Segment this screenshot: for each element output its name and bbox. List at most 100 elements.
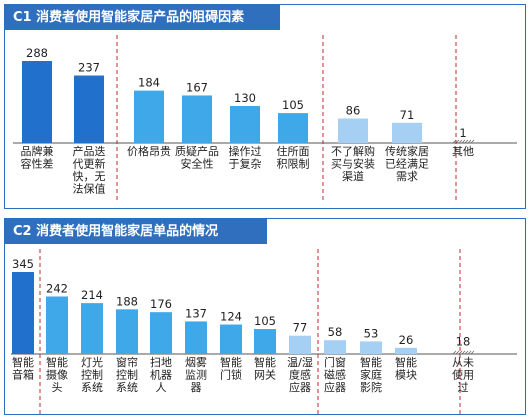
category-label: 烟雾 — [185, 355, 207, 369]
category-label: 头 — [52, 381, 63, 394]
category-label: 磁感 — [324, 369, 346, 382]
category-label: 扫地 — [150, 356, 172, 369]
category-label: 不了解购 — [331, 144, 375, 158]
bar-value-label: 237 — [78, 61, 100, 75]
bar — [254, 329, 276, 354]
category-label: 需求 — [396, 170, 418, 183]
category-label: 机器 — [150, 368, 172, 382]
bar — [81, 303, 103, 354]
category-label: 家庭 — [360, 368, 382, 382]
category-label: 监测 — [185, 369, 207, 382]
barrier-chart-panel: C1 消费者使用智能家居产品的阻碍因素 288 品牌兼 容性差 237 产品迭 代更新 快，… — [4, 4, 526, 209]
bar — [392, 122, 422, 143]
bar — [116, 309, 138, 354]
category-label: 度感 — [289, 368, 311, 382]
category-label: 法保值 — [73, 182, 106, 196]
bar-value-label: 26 — [399, 333, 414, 347]
category-label: 智能 — [46, 355, 68, 369]
bar — [452, 139, 475, 144]
category-label: 容性差 — [21, 157, 54, 171]
category-label: 买与安装 — [331, 157, 375, 171]
bar-value-label: 1 — [459, 126, 466, 140]
category-label: 灯光 — [81, 355, 103, 369]
bar-value-label: 105 — [254, 314, 276, 328]
bar — [230, 105, 260, 143]
bar-value-label: 130 — [234, 91, 256, 105]
category-label: 应器 — [324, 380, 346, 394]
bar — [220, 324, 242, 354]
category-label: 品牌兼 — [21, 144, 54, 158]
bar — [324, 340, 346, 354]
category-label: 智能 — [395, 355, 417, 369]
bar — [150, 312, 172, 354]
category-label: 价格昂贵 — [127, 144, 171, 158]
bar — [395, 347, 417, 354]
usage-chart-title: C2 消费者使用智能家居单品的情况 — [5, 219, 267, 244]
bar — [338, 118, 368, 143]
category-label: 安全性 — [181, 157, 214, 171]
category-label: 系统 — [81, 381, 103, 394]
category-label: 从未 — [452, 356, 474, 369]
category-label: 住所面 — [277, 144, 310, 158]
category-label: 智能 — [220, 355, 242, 369]
bar-value-label: 124 — [220, 310, 242, 324]
category-label: 控制 — [81, 368, 103, 382]
bar-value-label: 137 — [185, 306, 207, 320]
bar-value-label: 18 — [456, 335, 471, 349]
category-label: 人 — [156, 381, 167, 394]
category-label: 智能 — [254, 355, 276, 369]
category-label: 模块 — [395, 369, 417, 382]
category-label: 温/湿 — [287, 356, 313, 369]
category-label: 智能 — [12, 355, 34, 369]
category-label: 控制 — [116, 368, 138, 382]
category-label: 代更新 — [73, 157, 106, 171]
bar-value-label: 53 — [364, 326, 379, 340]
category-label: 摄像 — [46, 368, 68, 382]
bar-value-label: 176 — [150, 297, 172, 311]
bar — [182, 95, 212, 143]
bar-value-label: 242 — [46, 281, 68, 295]
category-label: 于复杂 — [229, 157, 262, 171]
bar-value-label: 188 — [116, 294, 138, 308]
bar-value-label: 345 — [12, 257, 34, 271]
usage-chart-panel: C2 消费者使用智能家居单品的情况 345 智能 音箱 242 智能 摄像头 214 灯光 控制… — [4, 218, 526, 415]
bar-value-label: 288 — [26, 46, 48, 60]
bar — [134, 90, 164, 143]
bar — [46, 296, 68, 354]
category-label: 系统 — [116, 381, 138, 394]
category-label: 门窗 — [324, 355, 346, 369]
bar-value-label: 71 — [400, 108, 415, 122]
bar — [278, 113, 308, 143]
category-label: 网关 — [254, 368, 276, 382]
category-label: 其他 — [452, 145, 474, 158]
bar-value-label: 86 — [346, 104, 361, 118]
category-label: 已经满足 — [385, 158, 429, 171]
category-label: 窗帘 — [116, 355, 138, 369]
category-label: 应器 — [289, 380, 311, 394]
category-label: 积限制 — [277, 158, 310, 171]
bar — [12, 272, 34, 354]
bar-value-label: 77 — [293, 321, 308, 335]
category-label: 影院 — [360, 380, 382, 394]
bar-value-label: 105 — [282, 98, 304, 112]
category-label: 快，无 — [73, 170, 106, 183]
bar — [452, 350, 475, 355]
category-label: 使用 — [452, 369, 474, 382]
category-label: 操作过 — [229, 144, 262, 158]
barrier-chart-title: C1 消费者使用智能家居产品的阻碍因素 — [5, 5, 280, 30]
bar-value-label: 58 — [328, 325, 343, 339]
bar-value-label: 167 — [186, 80, 208, 94]
category-label: 音箱 — [12, 368, 34, 382]
bar-value-label: 184 — [138, 76, 160, 90]
category-label: 智能 — [360, 355, 382, 369]
bar-value-label: 214 — [81, 288, 103, 302]
category-label: 传统家居 — [385, 144, 429, 158]
category-label: 质疑产品 — [175, 144, 219, 158]
bar — [74, 75, 104, 143]
bar — [22, 61, 52, 143]
category-label: 过 — [458, 381, 469, 394]
category-label: 渠道 — [342, 169, 364, 183]
category-label: 器 — [191, 381, 202, 394]
